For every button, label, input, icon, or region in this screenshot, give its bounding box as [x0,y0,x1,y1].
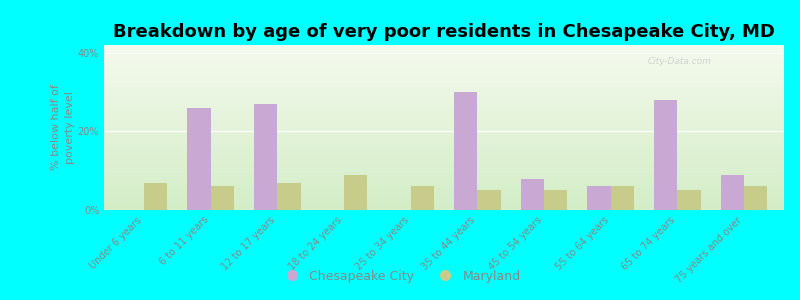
Bar [721,175,744,210]
Bar [187,108,210,210]
Bar [610,186,634,210]
Y-axis label: % below half of
poverty level: % below half of poverty level [51,85,75,170]
Bar [654,100,678,210]
Bar [254,104,278,210]
Bar [587,186,610,210]
Bar [454,92,478,210]
Bar [210,186,234,210]
Bar [544,190,567,210]
Bar [478,190,501,210]
Text: City-Data.com: City-Data.com [648,56,712,65]
Bar [344,175,367,210]
Bar [144,182,167,210]
Bar [410,186,434,210]
Legend: Chesapeake City, Maryland: Chesapeake City, Maryland [274,265,526,288]
Bar [521,178,544,210]
Bar [278,182,301,210]
Bar [744,186,767,210]
Bar [678,190,701,210]
Title: Breakdown by age of very poor residents in Chesapeake City, MD: Breakdown by age of very poor residents … [113,23,775,41]
